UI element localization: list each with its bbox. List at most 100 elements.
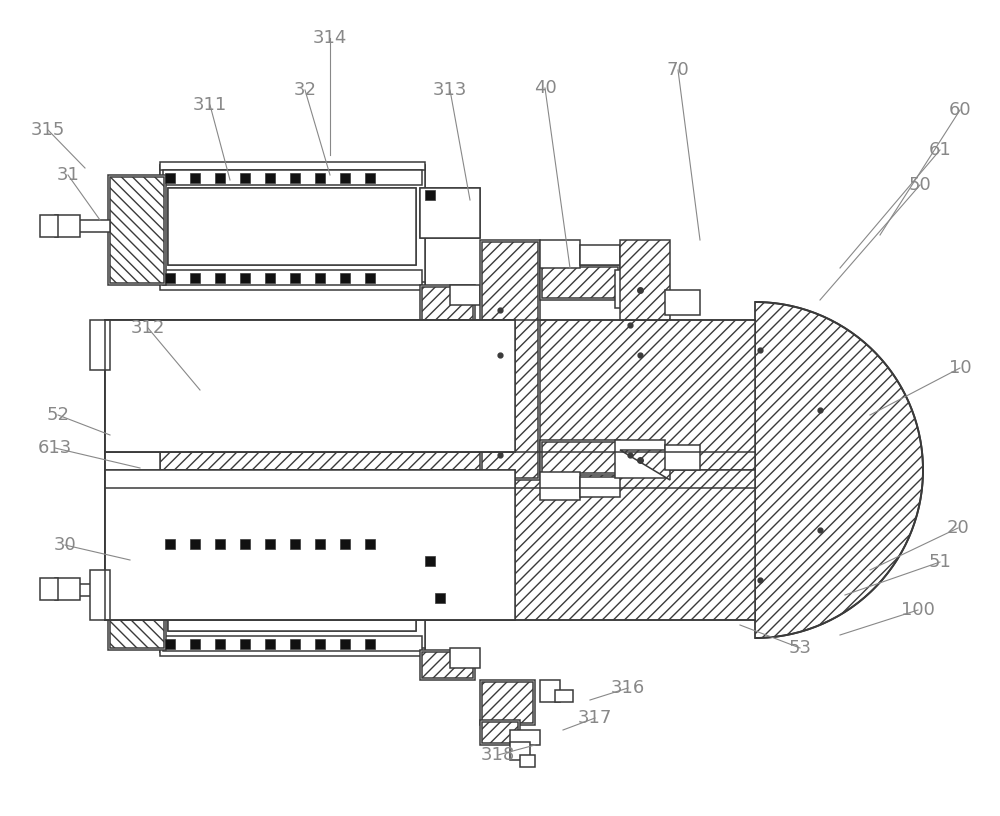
Text: 10: 10	[949, 359, 971, 377]
Bar	[75, 584, 110, 596]
Bar	[190, 273, 200, 283]
Bar	[215, 273, 225, 283]
Bar	[450, 648, 480, 668]
Bar	[422, 652, 473, 678]
Bar	[160, 282, 425, 290]
Bar	[105, 320, 160, 620]
Bar	[163, 636, 422, 651]
Bar	[542, 267, 618, 298]
Bar	[482, 722, 518, 743]
Bar	[365, 273, 375, 283]
Text: 317: 317	[578, 709, 612, 727]
Bar	[420, 554, 480, 604]
Bar	[40, 578, 58, 600]
Bar	[540, 265, 620, 300]
Bar	[665, 290, 700, 315]
Bar	[163, 170, 422, 185]
Bar	[90, 320, 110, 370]
Text: 613: 613	[38, 439, 72, 457]
Bar	[425, 190, 435, 200]
Bar	[290, 539, 300, 549]
Text: 30: 30	[54, 536, 76, 554]
Bar	[482, 242, 538, 478]
Bar	[542, 442, 618, 473]
Bar	[315, 173, 325, 183]
Bar	[315, 639, 325, 649]
Bar	[420, 188, 480, 238]
Bar	[160, 162, 425, 170]
Text: 53: 53	[788, 639, 812, 657]
Bar	[510, 730, 540, 745]
Bar	[160, 532, 425, 652]
Bar	[435, 593, 445, 603]
Bar	[105, 470, 515, 620]
Bar	[290, 173, 300, 183]
Text: 20: 20	[947, 519, 969, 537]
Bar	[105, 320, 515, 452]
Bar	[190, 173, 200, 183]
Bar	[482, 682, 533, 723]
Text: 52: 52	[46, 406, 70, 424]
Text: 314: 314	[313, 29, 347, 47]
Bar	[450, 285, 480, 305]
Bar	[165, 173, 175, 183]
Bar	[290, 639, 300, 649]
Bar	[420, 554, 480, 604]
Bar	[665, 445, 700, 470]
Text: 61: 61	[929, 141, 951, 159]
Text: 70: 70	[667, 61, 689, 79]
Bar	[163, 536, 422, 551]
Bar	[75, 220, 110, 232]
Bar	[168, 554, 416, 631]
Bar	[425, 556, 435, 566]
Bar	[290, 273, 300, 283]
Bar	[40, 215, 58, 237]
Bar	[540, 440, 620, 475]
Bar	[215, 639, 225, 649]
Bar	[340, 273, 350, 283]
Bar	[168, 188, 416, 265]
Text: 313: 313	[433, 81, 467, 99]
Bar	[240, 273, 250, 283]
Bar	[540, 680, 560, 702]
Bar	[580, 477, 620, 497]
Bar	[555, 690, 573, 702]
Bar	[108, 175, 166, 285]
Bar	[615, 270, 665, 308]
Bar	[160, 532, 425, 652]
Text: 60: 60	[949, 101, 971, 119]
Bar	[420, 285, 475, 323]
Bar	[265, 273, 275, 283]
Bar	[165, 273, 175, 283]
Bar	[240, 639, 250, 649]
Bar	[265, 173, 275, 183]
Text: 100: 100	[901, 601, 935, 619]
Bar	[340, 539, 350, 549]
Bar	[540, 472, 580, 500]
Bar	[105, 470, 515, 620]
Bar	[105, 320, 515, 452]
Bar	[240, 173, 250, 183]
Bar	[163, 270, 422, 285]
Bar	[480, 240, 540, 480]
Bar	[168, 554, 416, 631]
Bar	[110, 542, 164, 648]
Text: 50: 50	[909, 176, 931, 194]
Bar	[510, 742, 530, 760]
Bar	[55, 578, 80, 600]
Bar	[240, 539, 250, 549]
Bar	[340, 173, 350, 183]
Bar	[420, 650, 475, 680]
Bar	[520, 755, 535, 767]
Bar	[168, 188, 416, 265]
Text: 40: 40	[534, 79, 556, 97]
Polygon shape	[620, 240, 670, 320]
Bar	[105, 470, 755, 620]
Text: 315: 315	[31, 121, 65, 139]
Bar	[480, 720, 520, 745]
Bar	[215, 173, 225, 183]
Bar	[90, 570, 110, 620]
Bar	[160, 165, 425, 285]
Bar	[480, 680, 535, 725]
Polygon shape	[620, 450, 670, 480]
